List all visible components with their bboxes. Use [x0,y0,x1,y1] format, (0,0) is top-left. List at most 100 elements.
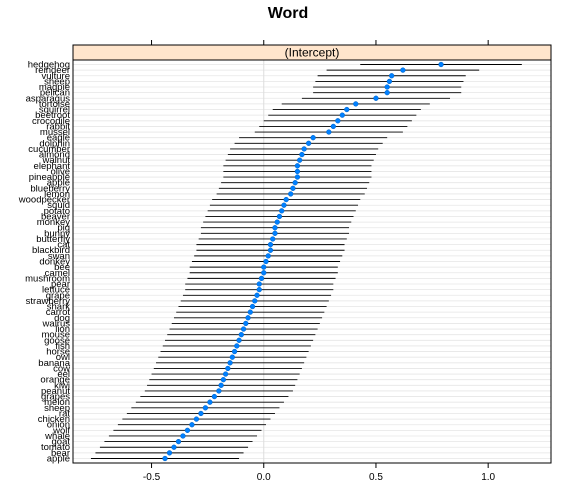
estimate-point [400,67,406,73]
estimate-point [171,444,177,450]
row-label: goat [52,437,71,448]
estimate-point [279,208,285,214]
row-label: tomato [41,442,70,453]
row-label: beaver [41,211,70,222]
row-label: magpie [39,82,70,93]
estimate-point [301,146,307,152]
estimate-point [438,61,444,68]
estimate-point [305,140,312,146]
row-label: walrus [42,318,71,329]
estimate-point [261,270,267,276]
row-label: elephant [34,161,71,172]
estimate-point [386,78,393,85]
row-label: apple [47,178,70,189]
estimate-point [166,450,173,456]
estimate-point [294,174,301,180]
row-label: fish [55,341,70,352]
row-label: shark [47,302,70,313]
row-label: whale [44,431,70,442]
estimate-point [180,433,186,439]
estimate-point [256,281,262,287]
estimate-point [216,388,222,394]
estimate-point [220,377,227,383]
row-label: pelican [40,88,70,99]
estimate-point [222,371,229,377]
row-label: grape [46,290,70,301]
row-label: blackbird [32,245,70,256]
row-label: hedgehog [28,60,70,71]
row-label: bunny [44,228,70,239]
estimate-point [326,129,332,135]
row-label: eagle [47,133,70,144]
row-label: donkey [39,257,70,268]
row-label: tortoise [39,99,70,110]
estimate-point [258,275,265,282]
row-label: almond [39,150,70,161]
estimate-point [229,354,235,360]
estimate-point [267,247,274,253]
estimate-point [193,416,200,422]
estimate-point [240,326,247,332]
x-tick-label: 0.0 [257,472,271,483]
x-tick-label: -0.5 [143,472,161,483]
estimate-point [339,112,345,118]
plot-panel: (Intercept)hedgehogreindeervulturesheepm… [18,40,552,483]
row-label: olive [50,166,70,177]
estimate-point [261,264,267,270]
row-label: eel [57,369,70,380]
row-label: pineapple [29,172,70,183]
estimate-point [276,213,283,220]
row-label: monkey [37,217,71,228]
estimate-point [238,332,244,338]
estimate-point [373,95,379,101]
row-label: wolf [52,425,70,436]
estimate-point [245,315,251,321]
estimate-point [283,196,289,203]
row-label: woodpecker [18,195,70,206]
estimate-point [272,225,278,231]
row-label: blueberry [30,183,70,194]
estimate-point [344,106,350,113]
estimate-point [288,191,294,197]
estimate-point [252,298,258,304]
estimate-point [330,123,336,130]
row-label: walnut [42,155,71,166]
estimate-point [310,135,316,141]
estimate-point [294,168,301,175]
estimate-point [247,309,253,315]
row-label: goose [44,335,70,346]
row-label: mouse [41,330,70,341]
panel-border [72,59,552,464]
row-label: orange [40,375,70,386]
estimate-point [384,89,390,96]
estimate-point [254,292,260,298]
row-label: bear [51,448,70,459]
row-label: cow [53,363,70,374]
estimate-point [294,163,301,169]
estimate-point [267,241,274,248]
estimate-point [189,422,195,428]
row-label: strawberry [26,296,71,307]
estimate-point [162,455,168,462]
estimate-point [281,202,287,208]
row-label: butterfly [36,234,70,245]
row-label: sheep [44,403,70,414]
chart-title: Word [268,5,309,22]
row-label: cat [57,240,70,251]
row-label: swan [48,251,70,262]
row-label: melon [44,397,70,408]
estimate-point [389,73,395,79]
estimate-point [225,365,231,372]
row-label: kiwi [54,380,70,391]
estimate-point [292,180,298,186]
estimate-point [202,405,209,411]
row-label: sheep [44,76,70,87]
estimate-point [175,438,182,445]
estimate-point [231,348,238,355]
row-label: carrot [46,307,71,318]
row-label: squid [47,200,70,211]
estimate-point [256,286,262,293]
row-label: apple [47,453,70,464]
estimate-point [335,118,341,124]
